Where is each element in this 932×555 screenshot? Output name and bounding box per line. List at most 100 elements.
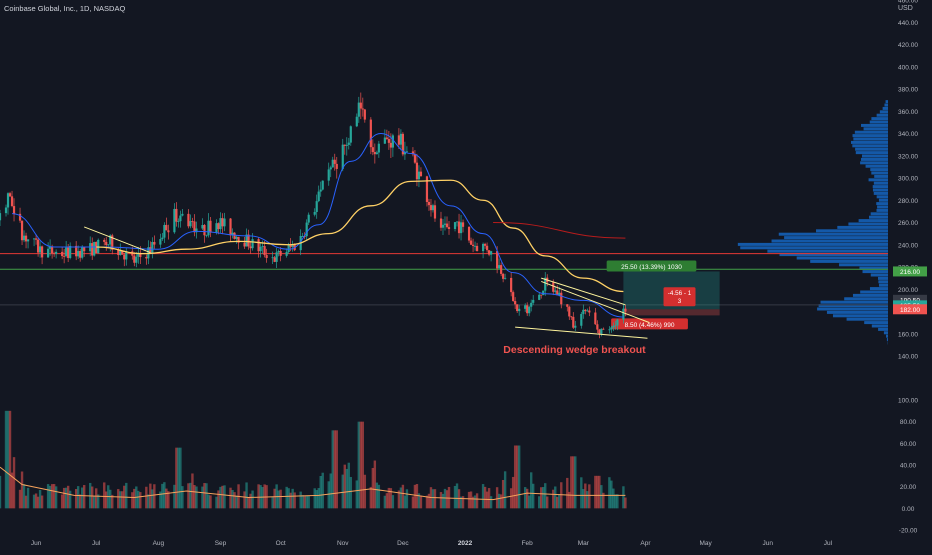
candle-body: [554, 290, 556, 291]
volume-bar: [588, 484, 590, 508]
profile-bar: [879, 284, 888, 287]
candle-body: [540, 295, 542, 296]
candle-body: [454, 222, 456, 229]
profile-bar: [767, 250, 888, 253]
time-tick-label: Oct: [276, 540, 286, 547]
volume-bar: [13, 457, 15, 508]
profile-bar: [870, 287, 888, 290]
candle-body: [135, 257, 137, 263]
volume-bar: [0, 476, 1, 508]
price-tick-label: 440.00: [898, 20, 918, 27]
price-tick-label: 360.00: [898, 109, 918, 116]
candle-body: [83, 247, 85, 251]
time-tick-label: Apr: [640, 540, 651, 547]
candle-body: [145, 257, 147, 258]
price-tick-label: 140.00: [898, 354, 918, 361]
candle-body: [608, 329, 610, 330]
volume-bar: [139, 492, 141, 508]
price-tag-label: 182.00: [900, 307, 920, 314]
volume-bar: [153, 484, 155, 508]
candle-body: [229, 219, 231, 236]
profile-bar: [797, 256, 888, 259]
profile-bar: [877, 195, 888, 198]
volume-bar: [434, 489, 436, 508]
profile-bar: [839, 263, 888, 266]
candle-body: [217, 223, 219, 229]
volume-bar: [406, 489, 408, 508]
candle-body: [107, 244, 109, 245]
profile-bar: [878, 277, 888, 280]
profile-bar: [877, 114, 888, 117]
candle-body: [79, 251, 81, 258]
profile-bar: [856, 151, 888, 154]
candle-body: [165, 225, 167, 230]
candle-body: [490, 251, 492, 255]
profile-bar: [879, 199, 888, 202]
candle-body: [221, 218, 223, 226]
profile-bar: [878, 280, 888, 283]
target-label: 25.50 (13.39%) 1030: [621, 264, 682, 271]
volume-bar: [574, 456, 576, 508]
candle-body: [582, 310, 584, 314]
candle-body: [598, 330, 600, 334]
candle-body: [249, 246, 251, 248]
candle-body: [532, 300, 534, 303]
volume-bar: [41, 496, 43, 509]
candle-body: [622, 309, 624, 320]
candle-body: [173, 209, 175, 232]
candle-body: [376, 153, 378, 155]
candle-body: [163, 225, 165, 238]
volume-bar: [27, 488, 29, 508]
profile-bar: [869, 178, 888, 181]
volume-bar: [392, 495, 394, 508]
candle-body: [388, 139, 390, 143]
price-tick-label: 420.00: [898, 42, 918, 49]
profile-bar: [855, 131, 888, 134]
candle-body: [474, 246, 476, 247]
candle-body: [600, 329, 602, 334]
candle-body: [336, 164, 338, 169]
candle-body: [334, 160, 336, 164]
profile-bar: [738, 243, 888, 246]
candle-body: [133, 256, 135, 263]
candle-body: [358, 103, 360, 117]
profile-bar: [740, 246, 888, 249]
candle-body: [468, 227, 470, 241]
candle-body: [332, 160, 334, 168]
candle-body: [400, 134, 402, 145]
candle-body: [257, 239, 259, 251]
volume-bar: [546, 496, 548, 508]
candle-body: [123, 255, 125, 260]
candle-body: [420, 172, 422, 177]
stop-label: 8.50 (4.46%) 990: [625, 322, 675, 329]
time-tick-label: Nov: [337, 540, 349, 547]
candle-body: [41, 246, 43, 257]
candle-body: [428, 202, 430, 205]
volume-bar: [307, 496, 309, 509]
candle-body: [322, 181, 324, 190]
candle-body: [528, 307, 530, 313]
profile-bar: [860, 161, 888, 164]
candle-body: [288, 245, 290, 252]
profile-bar: [869, 216, 888, 219]
candle-body: [81, 247, 83, 258]
candle-body: [586, 311, 588, 312]
profile-bar: [866, 165, 888, 168]
candle-body: [93, 242, 95, 256]
candle-body: [153, 242, 155, 245]
candle-body: [263, 246, 265, 255]
candle-body: [510, 278, 512, 292]
volume-tick-label: 60.00: [900, 441, 917, 448]
candle-body: [444, 224, 446, 225]
volume-tick-label: 100.00: [898, 398, 918, 405]
time-tick-label: 2022: [458, 540, 473, 547]
candle-body: [526, 305, 528, 313]
profile-bar: [883, 107, 888, 110]
candle-body: [476, 246, 478, 251]
price-tag-label: 216.00: [900, 269, 920, 276]
volume-bar: [616, 494, 618, 508]
candle-body: [286, 252, 288, 256]
price-tick-label: 300.00: [898, 176, 918, 183]
